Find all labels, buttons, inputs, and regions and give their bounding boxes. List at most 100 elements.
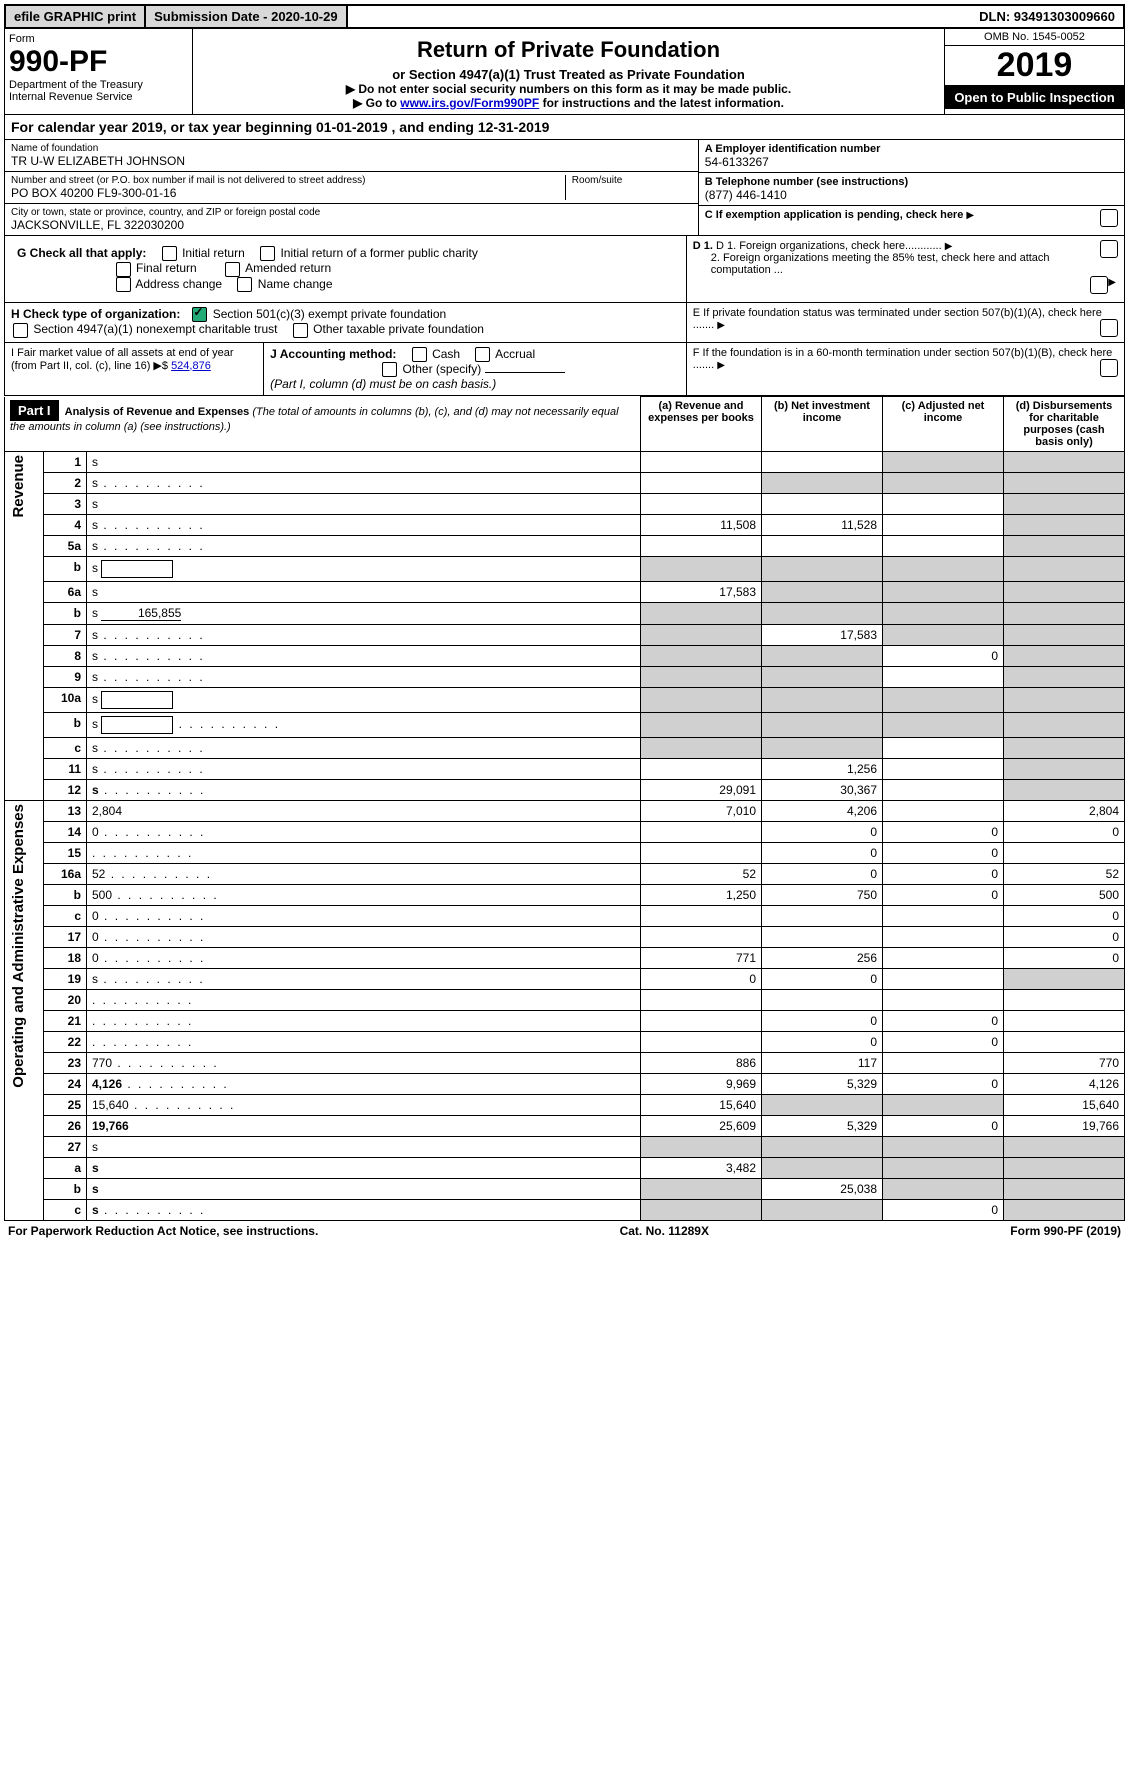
row-desc: s bbox=[87, 1137, 641, 1158]
cb-accrual[interactable] bbox=[475, 347, 490, 362]
cb-4947[interactable] bbox=[13, 323, 28, 338]
cell-c bbox=[883, 1158, 1004, 1179]
row-desc: s bbox=[87, 759, 641, 780]
form-subtitle: or Section 4947(a)(1) Trust Treated as P… bbox=[203, 67, 934, 82]
cell-c bbox=[883, 759, 1004, 780]
row-num: 24 bbox=[44, 1074, 87, 1095]
cell-a: 7,010 bbox=[641, 801, 762, 822]
table-row: cs bbox=[5, 738, 1125, 759]
row-num: 5a bbox=[44, 536, 87, 557]
row-num: 4 bbox=[44, 515, 87, 536]
row-num: 21 bbox=[44, 1011, 87, 1032]
cell-c bbox=[883, 603, 1004, 625]
row-desc: s bbox=[87, 1200, 641, 1221]
row-desc: s bbox=[87, 1158, 641, 1179]
cell-b bbox=[762, 536, 883, 557]
footer-left: For Paperwork Reduction Act Notice, see … bbox=[8, 1224, 318, 1238]
table-row: 3s bbox=[5, 494, 1125, 515]
dln: DLN: 93491303009660 bbox=[971, 6, 1123, 27]
row-num: b bbox=[44, 557, 87, 582]
e-checkbox[interactable] bbox=[1100, 319, 1118, 337]
section-g-d: G Check all that apply: Initial return I… bbox=[4, 236, 1125, 303]
row-desc: 770 bbox=[87, 1053, 641, 1074]
row-desc: s bbox=[87, 688, 641, 713]
cell-b bbox=[762, 557, 883, 582]
cell-c: 0 bbox=[883, 1200, 1004, 1221]
cell-d: 2,804 bbox=[1004, 801, 1125, 822]
row-desc: s bbox=[87, 667, 641, 688]
d2-checkbox[interactable] bbox=[1090, 276, 1108, 294]
table-row: 19s00 bbox=[5, 969, 1125, 990]
cell-c: 0 bbox=[883, 646, 1004, 667]
d1-checkbox[interactable] bbox=[1100, 240, 1118, 258]
cell-b bbox=[762, 473, 883, 494]
part1-label: Part I bbox=[10, 400, 59, 421]
row-desc: 52 bbox=[87, 864, 641, 885]
row-desc: 19,766 bbox=[87, 1116, 641, 1137]
cell-b: 17,583 bbox=[762, 625, 883, 646]
col-c-header: (c) Adjusted net income bbox=[883, 397, 1004, 452]
cell-c bbox=[883, 667, 1004, 688]
irs: Internal Revenue Service bbox=[9, 91, 188, 103]
irs-link[interactable]: www.irs.gov/Form990PF bbox=[400, 96, 539, 110]
cell-b bbox=[762, 713, 883, 738]
cb-cash[interactable] bbox=[412, 347, 427, 362]
cell-a: 886 bbox=[641, 1053, 762, 1074]
cell-a bbox=[641, 667, 762, 688]
footer-right: Form 990-PF (2019) bbox=[1010, 1224, 1121, 1238]
cb-other-method[interactable] bbox=[382, 362, 397, 377]
cb-other-taxable[interactable] bbox=[293, 323, 308, 338]
row-desc: s bbox=[87, 515, 641, 536]
cb-name-change[interactable] bbox=[237, 277, 252, 292]
cell-b: 30,367 bbox=[762, 780, 883, 801]
cb-address[interactable] bbox=[116, 277, 131, 292]
col-a-header: (a) Revenue and expenses per books bbox=[641, 397, 762, 452]
cell-b bbox=[762, 646, 883, 667]
cell-a bbox=[641, 759, 762, 780]
table-row: b5001,2507500500 bbox=[5, 885, 1125, 906]
row-desc: s bbox=[87, 969, 641, 990]
cell-d: 4,126 bbox=[1004, 1074, 1125, 1095]
cell-b bbox=[762, 667, 883, 688]
row-desc: s bbox=[87, 557, 641, 582]
cell-a bbox=[641, 843, 762, 864]
row-num: 2 bbox=[44, 473, 87, 494]
table-row: 27s bbox=[5, 1137, 1125, 1158]
cell-a bbox=[641, 494, 762, 515]
table-row: 140000 bbox=[5, 822, 1125, 843]
efile-print-btn[interactable]: efile GRAPHIC print bbox=[6, 6, 146, 27]
cell-a: 771 bbox=[641, 948, 762, 969]
cell-a bbox=[641, 906, 762, 927]
cell-a: 1,250 bbox=[641, 885, 762, 906]
cell-a: 11,508 bbox=[641, 515, 762, 536]
addr-label: Number and street (or P.O. box number if… bbox=[11, 175, 565, 186]
table-row: bs bbox=[5, 713, 1125, 738]
cell-a bbox=[641, 738, 762, 759]
cell-b: 0 bbox=[762, 969, 883, 990]
row-num: 25 bbox=[44, 1095, 87, 1116]
cell-b bbox=[762, 927, 883, 948]
cell-c bbox=[883, 969, 1004, 990]
cb-initial[interactable] bbox=[162, 246, 177, 261]
row-num: 10a bbox=[44, 688, 87, 713]
cell-a bbox=[641, 536, 762, 557]
cb-501c3[interactable] bbox=[192, 307, 207, 322]
row-desc: 4,126 bbox=[87, 1074, 641, 1095]
c-checkbox[interactable] bbox=[1100, 209, 1118, 227]
row-num: 27 bbox=[44, 1137, 87, 1158]
cb-amended[interactable] bbox=[225, 262, 240, 277]
i-value[interactable]: 524,876 bbox=[171, 360, 211, 372]
row-num: b bbox=[44, 885, 87, 906]
cell-c: 0 bbox=[883, 864, 1004, 885]
cb-final[interactable] bbox=[116, 262, 131, 277]
col-d-header: (d) Disbursements for charitable purpose… bbox=[1004, 397, 1125, 452]
cell-b bbox=[762, 494, 883, 515]
ein-label: A Employer identification number bbox=[705, 143, 1118, 155]
cb-initial-former[interactable] bbox=[260, 246, 275, 261]
note-2: ▶ Go to www.irs.gov/Form990PF for instru… bbox=[203, 96, 934, 110]
f-checkbox[interactable] bbox=[1100, 359, 1118, 377]
row-desc: s bbox=[87, 738, 641, 759]
cell-a bbox=[641, 646, 762, 667]
cell-d bbox=[1004, 1011, 1125, 1032]
cell-d bbox=[1004, 625, 1125, 646]
